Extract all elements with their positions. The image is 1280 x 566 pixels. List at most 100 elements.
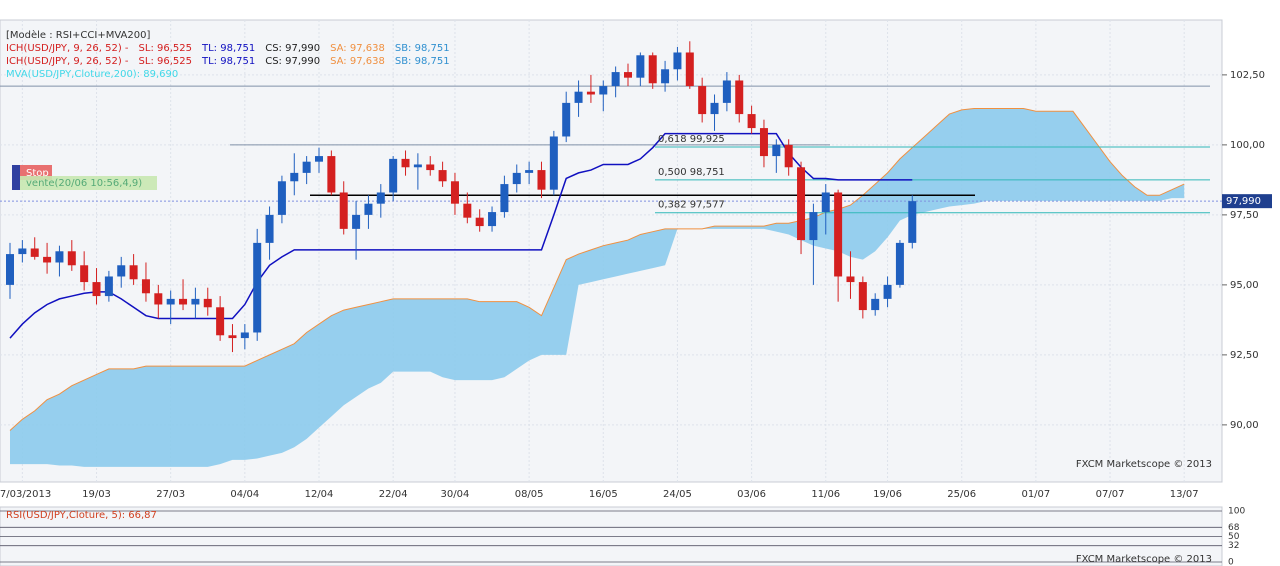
x-tick-label: 01/07 [1021,489,1050,500]
fib-label: 0,500 98,751 [658,167,725,178]
candle-body [673,52,682,70]
candle-body [203,298,212,308]
rsi-tick-label: 50 [1228,532,1240,542]
candle-body [772,144,781,157]
candle-body [302,161,311,173]
x-tick-label: 19/03 [82,489,111,500]
candle-body [846,276,855,283]
x-tick-label: 22/04 [379,489,408,500]
legend-item: TL: 98,751 [201,56,255,67]
candle-body [352,214,361,229]
legend-item: SL: 96,525 [139,43,192,54]
candle-body [500,184,509,213]
rsi-tick-label: 68 [1228,523,1240,533]
y-tick-label: 95,00 [1230,280,1259,291]
rsi-tick-label: 32 [1228,541,1239,551]
candle-body [30,248,39,257]
candle-body [661,69,670,84]
candle-body [179,298,188,305]
candle-body [389,158,398,193]
candle-body [488,212,497,227]
x-tick-label: 07/03/2013 [0,489,51,500]
x-tick-label: 03/06 [737,489,766,500]
candle-body [475,217,484,227]
candle-body [611,72,620,87]
candle-body [562,102,571,137]
y-tick-label: 102,50 [1230,70,1265,81]
fib-label: 0,618 99,925 [658,134,725,145]
candle-body [154,293,163,305]
candle-body [426,164,435,171]
candle-body [895,242,904,285]
candle-body [574,91,583,103]
candle-body [512,172,521,185]
candle-body [117,265,126,277]
watermark: FXCM Marketscope © 2013 [1076,459,1212,470]
candle-body [438,170,447,182]
candle-body [315,156,323,162]
candle-body [290,172,299,182]
candle-body [191,298,200,305]
legend-item: TL: 98,751 [201,43,255,54]
price-tag [1222,194,1272,209]
candle-body [883,284,892,299]
candle-body [67,251,76,266]
header-model: [Modèle : RSI+CCI+MVA200] [6,29,150,41]
candle-body [599,86,608,95]
candle-body [797,167,806,241]
legend-item: CS: 97,990 [265,56,320,67]
candle-body [240,332,249,339]
annotation-stop: Stop [26,168,49,179]
x-tick-label: 19/06 [873,489,902,500]
candle-body [834,192,843,277]
candle-body [413,164,422,168]
x-tick-label: 30/04 [441,489,470,500]
candle-body [685,52,694,87]
y-tick-label: 100,00 [1230,140,1265,151]
x-tick-label: 11/06 [811,489,840,500]
candle-body [339,192,348,229]
candle-body [858,282,867,311]
rsi-label: RSI(USD/JPY,Cloture, 5): 66,87 [6,510,157,521]
annotation-sell: vente(20/06 10:56,4,9) [26,178,142,189]
x-tick-label: 07/07 [1096,489,1125,500]
x-tick-label: 25/06 [947,489,976,500]
y-tick-label: 97,50 [1230,210,1259,221]
x-tick-label: 27/03 [156,489,185,500]
x-tick-label: 12/04 [305,489,334,500]
candle-body [55,251,64,263]
cloud-fill [10,108,1185,467]
candle-body [747,114,756,129]
candle-body [759,128,768,157]
candle-body [18,248,27,255]
rsi-tick-label: 0 [1228,558,1234,566]
candle-body [141,279,150,294]
candle-body [216,307,225,336]
candle-body [710,102,719,115]
y-tick-label: 92,50 [1230,350,1259,361]
x-tick-label: 04/04 [230,489,259,500]
candle-body [80,265,89,283]
labels: 102,50 100,00 97,50 95,00 92,50 90,00 07/03/20… [0,70,1272,566]
candle-body [228,335,237,339]
candle-body [277,181,286,215]
candle-body [401,158,410,168]
x-tick-label: 24/05 [663,489,692,500]
candle-body [821,192,830,213]
candle-body [364,203,373,215]
candle-body [735,80,744,115]
legend-item: SL: 96,525 [139,56,192,67]
candle-body [908,201,917,243]
y-tick-label: 90,00 [1230,420,1259,431]
x-tick-label: 13/07 [1170,489,1199,500]
candle-body [376,192,385,204]
cloud-edge [9,107,1185,431]
legend-item: SA: 97,638 [330,43,385,54]
candle-body [327,156,336,193]
candle-body [265,214,274,243]
sell-box [12,176,157,190]
candle-body [722,80,731,103]
candle-body [648,55,657,84]
header-mva: MVA(USD/JPY,Cloture,200): 89,690 [6,69,178,80]
